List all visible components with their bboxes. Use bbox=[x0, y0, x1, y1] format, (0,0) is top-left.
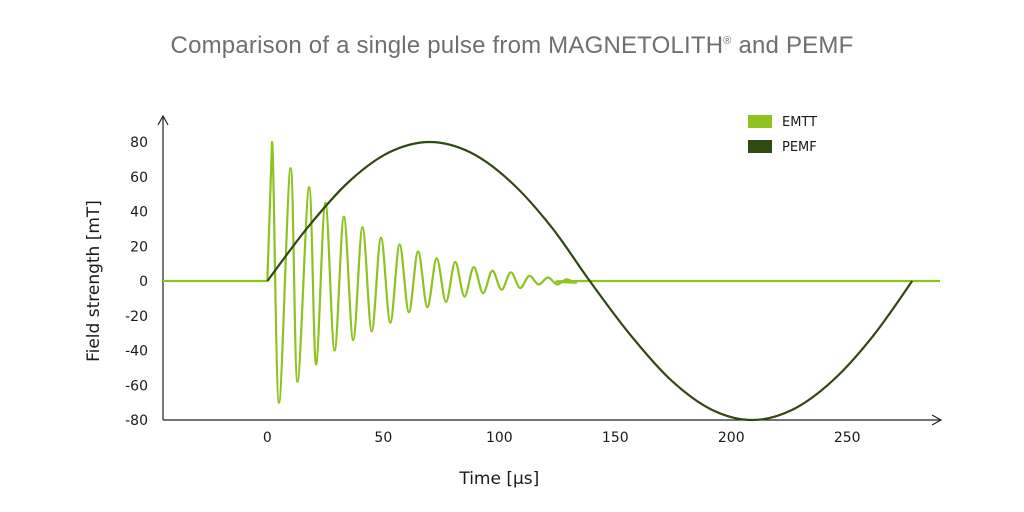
y-axis-title: Field strength [mT] bbox=[84, 200, 104, 362]
x-tick-label: 250 bbox=[834, 430, 861, 446]
chart-title-text: Comparison of a single pulse from MAGNET… bbox=[170, 32, 724, 59]
x-axis-arrow bbox=[931, 414, 943, 426]
y-tick-label: 40 bbox=[130, 205, 148, 221]
chart-title: Comparison of a single pulse from MAGNET… bbox=[0, 32, 1024, 60]
x-tick-label: 200 bbox=[718, 430, 745, 446]
series-line-emtt bbox=[163, 140, 940, 404]
axes bbox=[157, 114, 943, 426]
series-line-pemf bbox=[266, 140, 914, 422]
legend-label: EMTT bbox=[782, 115, 817, 130]
y-tick-label: -80 bbox=[125, 413, 148, 429]
legend-swatch bbox=[748, 140, 772, 153]
legend-swatch bbox=[748, 115, 772, 128]
x-tick-label: 150 bbox=[602, 430, 629, 446]
y-tick-label: -40 bbox=[125, 344, 148, 360]
y-tick-label: -60 bbox=[125, 378, 148, 394]
x-tick-label: 50 bbox=[374, 430, 392, 446]
chart-title-tail: and PEMF bbox=[731, 32, 854, 59]
x-tick-label: 0 bbox=[263, 430, 272, 446]
series-layer bbox=[163, 140, 940, 422]
y-tick-label: 80 bbox=[130, 135, 148, 151]
legend-label: PEMF bbox=[782, 140, 817, 155]
registered-mark: ® bbox=[723, 35, 732, 47]
x-tick-label: 100 bbox=[486, 430, 513, 446]
y-tick-label: 60 bbox=[130, 170, 148, 186]
y-tick-label: 20 bbox=[130, 239, 148, 255]
x-axis-title: Time [µs] bbox=[458, 469, 539, 489]
y-tick-label: 0 bbox=[139, 274, 148, 290]
legend: EMTT PEMF bbox=[748, 115, 817, 155]
y-tick-label: -20 bbox=[125, 309, 148, 325]
y-axis-arrow bbox=[157, 114, 169, 126]
